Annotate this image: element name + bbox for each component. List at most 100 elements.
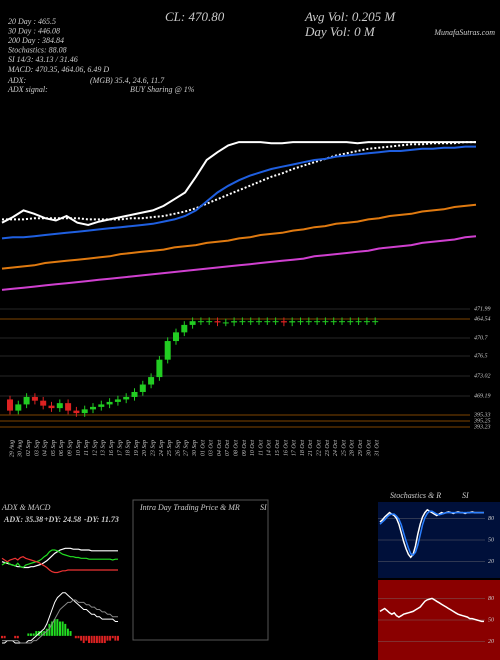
- price-label: 395.25: [473, 418, 491, 424]
- legend-entry: +DY: 24.58: [44, 515, 81, 524]
- candle-body: [189, 321, 196, 325]
- candle-body: [256, 321, 262, 323]
- x-tick-label: 22 Oct: [316, 440, 322, 456]
- intraday-box: [132, 499, 269, 641]
- x-tick-label: 25 Sep: [167, 440, 173, 456]
- x-tick-label: 25 Oct: [341, 440, 347, 456]
- histogram-bar: [59, 621, 61, 636]
- x-tick-label: 31 Oct: [375, 440, 381, 457]
- signal: BUY Sharing @ 1%: [130, 85, 195, 94]
- macd-line: [2, 599, 118, 644]
- y-tick-label: 20: [488, 559, 494, 565]
- price-label: 473.02: [474, 372, 491, 379]
- candle-body: [56, 403, 63, 409]
- candle-body: [164, 341, 171, 360]
- adx-label: ADX:: [7, 76, 27, 85]
- candle-body: [90, 406, 96, 410]
- histogram-bar: [85, 635, 88, 641]
- x-tick-label: 17 Sep: [117, 440, 123, 456]
- candle-body: [247, 321, 254, 323]
- candle-body: [272, 321, 279, 323]
- histogram-bar: [82, 635, 85, 644]
- candle-body: [305, 321, 312, 323]
- histogram-bar: [35, 631, 38, 636]
- series-line: [2, 141, 476, 221]
- candle-body: [114, 399, 121, 402]
- histogram-bar: [77, 635, 80, 639]
- series-line: [1, 141, 476, 227]
- candle-body: [65, 403, 72, 411]
- histogram-bar: [69, 631, 72, 636]
- x-tick-label: 30 Sep: [192, 440, 198, 457]
- panel-title: SI: [462, 491, 469, 500]
- x-tick-label: 09 Sep: [67, 440, 73, 456]
- y-tick-label: 50: [488, 537, 494, 543]
- candle-body: [73, 410, 80, 414]
- x-tick-label: 16 Oct: [283, 440, 289, 456]
- legend-entry: ADX: 35.38: [3, 515, 43, 524]
- series-line: [1, 235, 477, 291]
- x-tick-label: 17 Oct: [292, 440, 298, 456]
- candle-body: [48, 405, 55, 409]
- x-tick-label: 15 Oct: [275, 440, 281, 456]
- candle-body: [106, 401, 113, 405]
- y-tick-label: 50: [488, 617, 494, 623]
- x-tick-label: 10 Sep: [76, 440, 82, 456]
- x-tick-label: 29 Oct: [358, 440, 364, 456]
- panel-title: Stochastics & R: [390, 491, 441, 500]
- x-tick-label: 19 Sep: [134, 440, 140, 456]
- x-tick-label: 03 Sep: [34, 440, 40, 456]
- histogram-bar: [40, 631, 43, 636]
- candle-body: [131, 391, 138, 397]
- candle-body: [330, 321, 337, 323]
- x-tick-label: 28 Oct: [350, 440, 356, 456]
- histogram-bar: [109, 635, 112, 641]
- series-line: [1, 556, 118, 574]
- histogram-bar: [48, 623, 51, 636]
- histogram-bar: [74, 635, 77, 639]
- histogram-bar: [101, 635, 104, 644]
- x-tick-label: 18 Sep: [126, 440, 132, 456]
- x-tick-label: 26 Sep: [175, 440, 181, 456]
- x-tick-label: 08 Oct: [233, 440, 239, 456]
- candle-body: [181, 324, 188, 333]
- histogram-bar: [30, 633, 32, 636]
- x-tick-label: 14 Oct: [266, 440, 273, 456]
- histogram-bar: [114, 635, 117, 641]
- x-tick-label: 23 Oct: [325, 440, 331, 456]
- candle-body: [15, 404, 22, 411]
- series-line: [379, 597, 484, 623]
- price-label: 471.99: [474, 305, 491, 312]
- candle-body: [173, 332, 179, 342]
- avg-volume: Avg Vol: 0.205 M: [304, 9, 396, 24]
- candle-body: [322, 321, 329, 323]
- candle-body: [156, 359, 163, 378]
- close-price: CL: 470.80: [165, 9, 225, 24]
- adx-signal-label: ADX signal:: [7, 85, 48, 94]
- x-tick-label: 04 Sep: [42, 440, 49, 456]
- histogram-bar: [53, 619, 56, 636]
- candle-body: [355, 321, 362, 323]
- header-line: 30 Day : 446.08: [7, 26, 60, 35]
- site: MunafaSutras.com: [433, 28, 495, 37]
- x-tick-label: 10 Oct: [250, 440, 256, 456]
- x-tick-label: 09 Oct: [242, 440, 248, 456]
- y-tick-label: 20: [488, 639, 494, 645]
- candle-body: [40, 400, 47, 406]
- candle-body: [214, 321, 221, 323]
- candle-body: [231, 321, 238, 323]
- histogram-bar: [66, 628, 69, 636]
- candle-body: [264, 321, 271, 323]
- histogram-bar: [80, 635, 83, 641]
- x-tick-label: 29 Aug: [9, 440, 15, 457]
- histogram-bar: [32, 633, 35, 636]
- x-tick-label: 16 Sep: [109, 440, 115, 456]
- price-label: 470.7: [474, 334, 489, 341]
- header-line: SI 14/3: 43.13 / 31.46: [8, 55, 78, 64]
- x-tick-label: 05 Sep: [51, 440, 57, 456]
- histogram-bar: [90, 635, 93, 644]
- panel-title: Intra Day Trading Price & MR: [139, 503, 240, 512]
- panel-title: SI: [260, 503, 267, 512]
- histogram-bar: [95, 635, 98, 644]
